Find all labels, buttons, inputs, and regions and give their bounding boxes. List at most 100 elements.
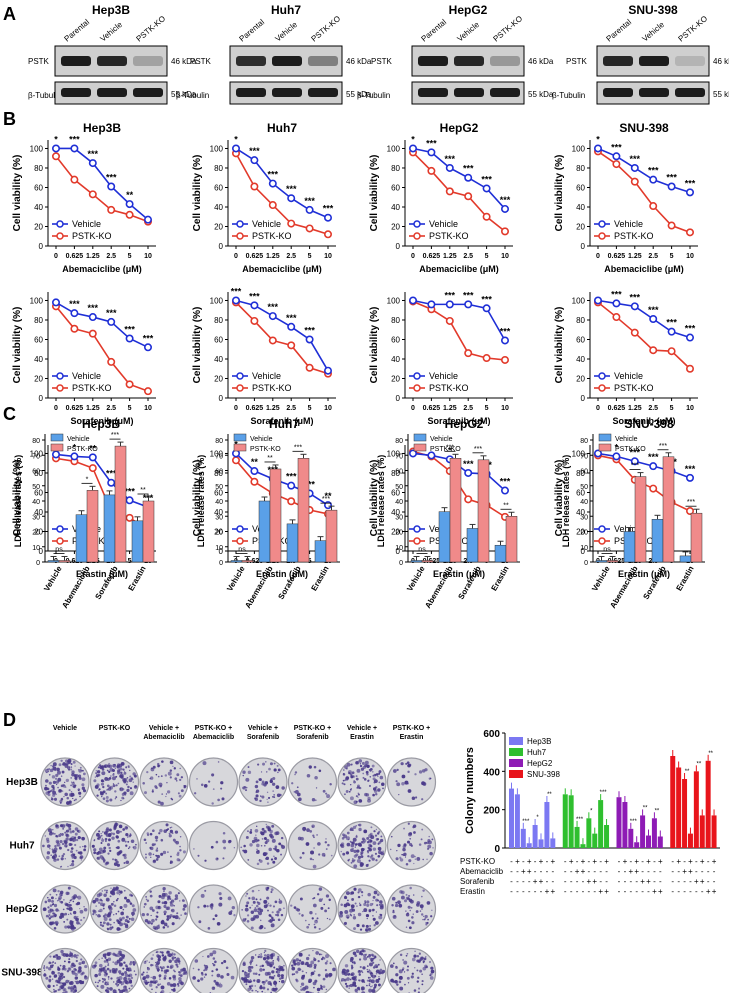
bar-Huh7 <box>598 800 604 848</box>
colony-dot <box>109 849 112 853</box>
colony-dot <box>397 900 401 905</box>
colony-dot <box>162 887 166 891</box>
y-tick-label: 100 <box>572 449 586 458</box>
colony-dot <box>59 799 63 803</box>
y-tick-label: 100 <box>30 296 44 305</box>
x-tick-label: 5 <box>308 253 312 260</box>
colony-dot <box>277 955 280 959</box>
colony-dot <box>276 764 279 767</box>
colony-dot <box>166 953 170 957</box>
colony-dot <box>101 795 103 798</box>
colony-dot <box>409 899 414 904</box>
data-point-veh <box>323 366 332 375</box>
colony-dot <box>68 901 71 904</box>
colony-dot <box>104 971 106 974</box>
y-tick-label: 0 <box>581 394 586 403</box>
colony-dot <box>270 891 273 894</box>
blot-lane-label: PSTK-KO <box>492 14 525 43</box>
colony-dot <box>264 971 269 976</box>
colony-dot <box>55 834 58 838</box>
colony-dot <box>403 960 408 965</box>
colony-dot <box>399 856 402 859</box>
colony-dot <box>348 987 350 989</box>
colony-dot <box>427 847 429 850</box>
colony-dot <box>46 896 49 899</box>
significance-label: * <box>234 134 238 144</box>
colony-dot <box>372 961 375 964</box>
dish-row-label: SNU-398 <box>1 968 43 979</box>
colony-dot <box>326 794 331 799</box>
colony-dot <box>378 772 381 775</box>
x-tick-label: 2.5 <box>648 405 658 412</box>
colony-dot <box>143 902 147 906</box>
table-row-label: Sorafenib <box>460 877 495 886</box>
blot-kda: 55 kDa <box>346 90 372 99</box>
significance-label: *** <box>630 447 641 457</box>
y-tick-label: 40 <box>391 355 400 364</box>
colony-dot <box>231 905 236 910</box>
series-line-ko <box>412 300 506 361</box>
colony-dot <box>378 840 382 844</box>
blot-band <box>236 56 266 66</box>
culture-dish <box>139 884 189 934</box>
y-tick-label: 20 <box>391 374 400 383</box>
colony-dot <box>320 957 324 961</box>
colony-dot <box>60 949 64 954</box>
dish-row-label: HepG2 <box>6 904 39 915</box>
colony-dot <box>371 764 375 768</box>
colony-dot <box>124 979 128 984</box>
colony-dot <box>350 904 355 909</box>
colony-dot <box>169 983 174 987</box>
colony-dot <box>214 914 218 918</box>
colony-dot <box>267 920 270 922</box>
colony-dot <box>351 898 355 901</box>
colony-dot <box>143 838 147 842</box>
colony-dot <box>277 771 279 774</box>
colony-dot <box>150 963 153 967</box>
colony-dot <box>256 825 258 827</box>
colony-dot <box>275 970 278 974</box>
colony-dot <box>390 964 394 968</box>
colony-dot <box>248 985 252 988</box>
colony-dot <box>270 984 272 986</box>
bar-ko <box>114 445 127 563</box>
colony-dot <box>414 950 416 952</box>
table-cell: - <box>576 887 579 896</box>
colony-dot <box>160 920 165 925</box>
data-point-veh <box>500 204 509 213</box>
colony-dot <box>60 784 64 788</box>
significance-label: *** <box>143 333 154 343</box>
colony-dot <box>77 895 82 900</box>
colony-dot <box>369 832 373 836</box>
table-cell: - <box>528 887 531 896</box>
colony-dot <box>259 898 262 901</box>
colony-dot <box>172 765 174 767</box>
colony-dot <box>270 961 275 966</box>
colony-dot <box>58 789 62 793</box>
colony-dot <box>258 954 261 956</box>
colony-dot <box>176 853 180 857</box>
colony-dot <box>197 968 200 971</box>
table-cell: - <box>618 877 621 886</box>
colony-dot <box>375 786 378 789</box>
colony-dot <box>273 919 275 922</box>
x-tick-label: 0.625 <box>66 405 84 412</box>
colony-dot <box>200 783 204 787</box>
data-point-veh <box>268 179 277 188</box>
colony-dot <box>134 973 137 976</box>
y-tick-label: 40 <box>34 203 43 212</box>
colony-dot <box>150 856 152 858</box>
colony-dot <box>118 988 121 991</box>
legend-label: HepG2 <box>527 759 553 768</box>
colony-dot <box>123 922 126 926</box>
blot-row-label: PSTK <box>371 57 393 66</box>
colony-dot <box>57 971 61 975</box>
y-tick-label: 80 <box>391 164 400 173</box>
colony-dot <box>105 891 108 894</box>
colony-dot <box>115 796 118 798</box>
colony-dot <box>264 781 269 785</box>
colony-dot <box>109 785 114 790</box>
colony-dot <box>51 978 54 980</box>
colony-dot <box>144 791 147 795</box>
colony-dot <box>244 907 249 912</box>
